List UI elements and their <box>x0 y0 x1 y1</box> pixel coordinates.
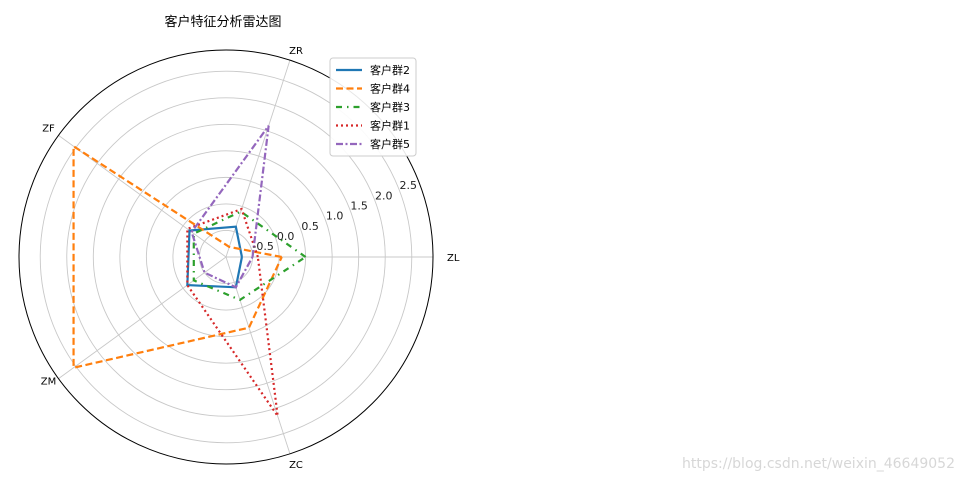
radar-series <box>72 125 307 417</box>
rtick-label: 2.0 <box>375 189 393 202</box>
axis-label-zc: ZC <box>289 460 303 471</box>
series-line-1 <box>186 225 243 289</box>
radar-labels: -0.5 0.0 0.5 1.0 1.5 2.0 2.5 ZL ZR ZF ZM ZC <box>41 46 460 471</box>
legend-label-5: 客户群5 <box>370 137 410 151</box>
legend-label-4: 客户群1 <box>370 119 410 133</box>
legend: 客户群2 客户群4 客户群3 客户群1 客户群5 <box>329 57 417 157</box>
legend-label-1: 客户群2 <box>370 63 410 77</box>
rtick-label: 0.5 <box>301 220 319 233</box>
radar-grid <box>18 49 434 465</box>
legend-label-3: 客户群3 <box>370 100 410 114</box>
axis-label-zl: ZL <box>447 253 460 264</box>
rtick-label: 1.0 <box>326 210 344 223</box>
spoke-zr <box>225 59 291 258</box>
watermark: https://blog.csdn.net/weixin_46649052 <box>681 456 955 472</box>
series-line-2 <box>72 144 283 370</box>
polar-frame <box>18 49 434 465</box>
spoke-zc <box>225 256 291 455</box>
rtick-label: 0.0 <box>277 230 295 243</box>
spoke-zm <box>58 256 227 380</box>
legend-box <box>329 57 417 157</box>
rtick-label: 2.5 <box>400 179 418 192</box>
rtick-label: 1.5 <box>350 200 368 213</box>
series-line-4 <box>186 207 279 417</box>
rtick-label: -0.5 <box>252 240 273 253</box>
series-line-5 <box>190 125 270 289</box>
series-line-3 <box>192 210 307 302</box>
axis-label-zf: ZF <box>42 123 55 134</box>
axis-label-zr: ZR <box>289 46 303 57</box>
chart-title: 客户特征分析雷达图 <box>164 14 281 30</box>
axis-label-zm: ZM <box>41 377 56 388</box>
legend-label-2: 客户群4 <box>370 82 410 96</box>
